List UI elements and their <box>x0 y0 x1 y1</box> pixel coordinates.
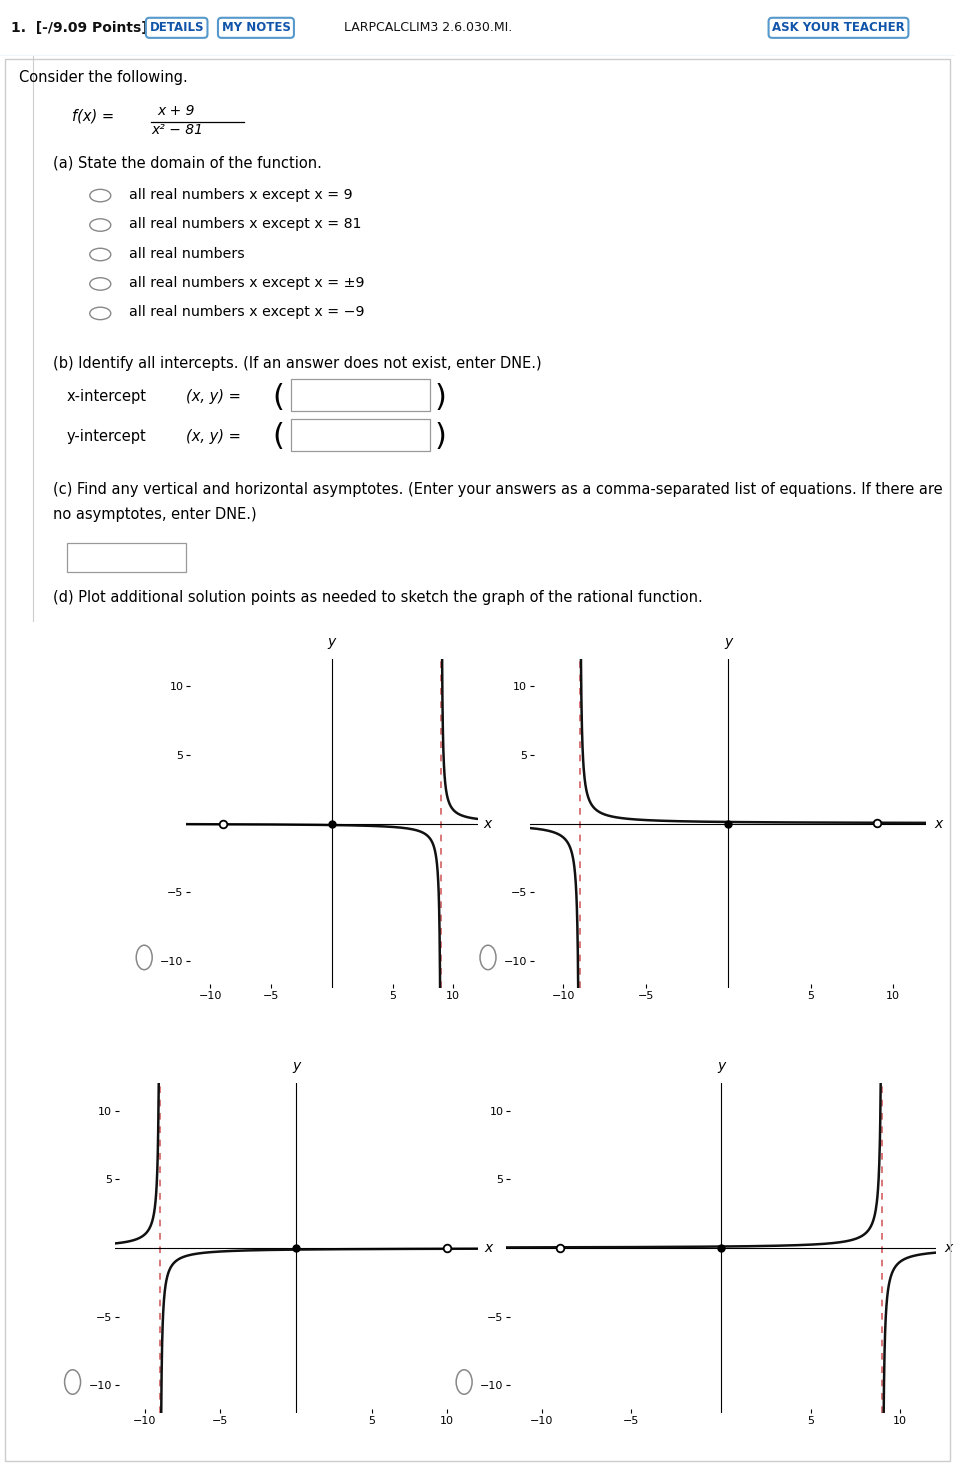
Text: all real numbers x except x = −9: all real numbers x except x = −9 <box>129 306 365 319</box>
Text: ASK YOUR TEACHER: ASK YOUR TEACHER <box>772 22 905 34</box>
FancyBboxPatch shape <box>291 419 430 451</box>
FancyBboxPatch shape <box>67 543 186 572</box>
Text: all real numbers: all real numbers <box>129 246 244 261</box>
Text: (b) Identify all intercepts. (If an answer does not exist, enter DNE.): (b) Identify all intercepts. (If an answ… <box>53 356 541 370</box>
Text: all real numbers x except x = 9: all real numbers x except x = 9 <box>129 187 352 202</box>
Text: x: x <box>944 1241 953 1255</box>
Text: x + 9: x + 9 <box>158 104 195 117</box>
Text: y: y <box>292 1060 300 1073</box>
Text: no asymptotes, enter DNE.): no asymptotes, enter DNE.) <box>53 508 256 523</box>
Text: x-intercept: x-intercept <box>67 389 147 404</box>
Text: x: x <box>485 1241 493 1255</box>
Text: 1.  [-/9.09 Points]: 1. [-/9.09 Points] <box>11 20 148 35</box>
Text: Consider the following.: Consider the following. <box>19 70 188 85</box>
Text: (c) Find any vertical and horizontal asymptotes. (Enter your answers as a comma-: (c) Find any vertical and horizontal asy… <box>53 482 943 498</box>
Text: y-intercept: y-intercept <box>67 429 147 444</box>
Text: ): ) <box>435 382 446 411</box>
Text: y: y <box>724 635 732 649</box>
Text: y: y <box>717 1060 725 1073</box>
Text: all real numbers x except x = ±9: all real numbers x except x = ±9 <box>129 277 365 290</box>
Text: (x, y) =: (x, y) = <box>186 389 241 404</box>
Text: (: ( <box>272 423 284 451</box>
Text: x: x <box>934 817 943 830</box>
Text: (x, y) =: (x, y) = <box>186 429 241 444</box>
Text: LARPCALCLIM3 2.6.030.MI.: LARPCALCLIM3 2.6.030.MI. <box>344 22 512 34</box>
Text: x: x <box>483 817 492 830</box>
Text: (a) State the domain of the function.: (a) State the domain of the function. <box>53 155 322 170</box>
Text: (d) Plot additional solution points as needed to sketch the graph of the rationa: (d) Plot additional solution points as n… <box>53 590 702 605</box>
Text: all real numbers x except x = 81: all real numbers x except x = 81 <box>129 217 361 231</box>
Text: y: y <box>328 635 336 649</box>
FancyBboxPatch shape <box>291 379 430 411</box>
Text: x² − 81: x² − 81 <box>151 123 202 136</box>
Text: MY NOTES: MY NOTES <box>222 22 290 34</box>
Text: ): ) <box>435 423 446 451</box>
Text: (: ( <box>272 382 284 411</box>
Text: f(x) =: f(x) = <box>72 108 114 123</box>
Text: DETAILS: DETAILS <box>149 22 204 34</box>
